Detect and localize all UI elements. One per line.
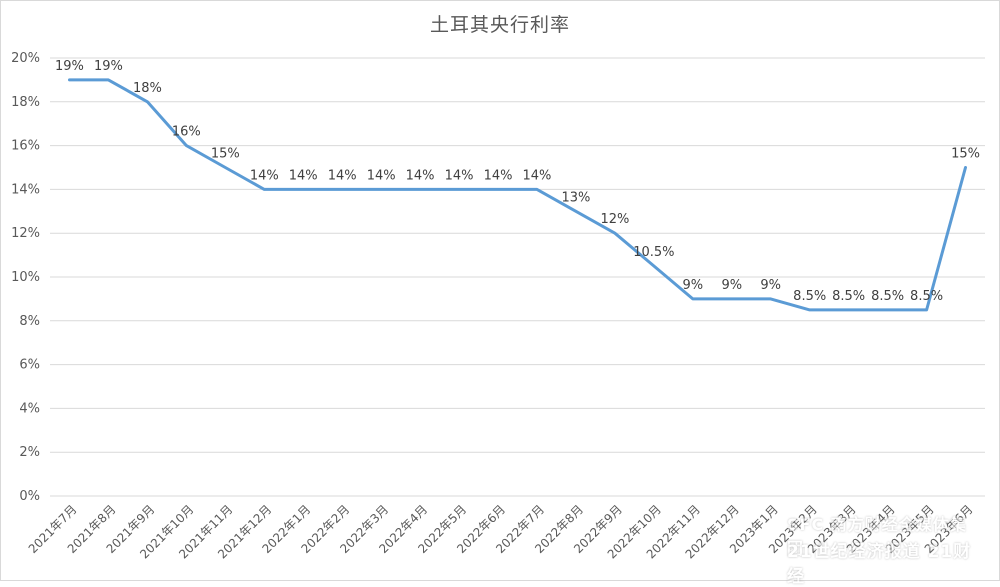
y-tick-label: 6% [19,358,40,373]
y-tick-label: 10% [11,270,40,285]
data-label: 8.5% [910,289,943,304]
y-tick-label: 0% [19,489,40,504]
y-tick-label: 18% [11,95,40,110]
data-label: 14% [250,168,279,183]
chart-title: 土耳其央行利率 [429,14,570,36]
data-label: 14% [484,168,513,183]
y-tick-label: 8% [19,314,40,329]
data-label: 14% [328,168,357,183]
watermark-line2: 21世纪经济报道 21财经 [787,542,972,587]
y-tick-label: 14% [11,182,40,197]
data-label: 19% [55,59,84,74]
y-tick-label: 4% [19,401,40,416]
watermark-line1: SFC 南方财经全媒体集团 [787,515,967,558]
data-label: 8.5% [871,289,904,304]
data-label: 14% [406,168,435,183]
data-label: 8.5% [832,289,865,304]
data-label: 9% [760,278,781,293]
y-tick-label: 12% [11,226,40,241]
data-label: 9% [683,278,704,293]
data-label: 10.5% [633,245,674,260]
y-tick-label: 20% [11,51,40,66]
data-label: 14% [289,168,318,183]
data-label: 13% [561,190,590,205]
data-label: 19% [94,59,123,74]
watermark-logo: SFC 南方财经全媒体集团 21世纪经济报道 21财经 [787,511,972,587]
data-label: 14% [445,168,474,183]
series-line [68,78,967,312]
y-tick-label: 2% [19,445,40,460]
data-label: 15% [951,147,980,162]
y-tick-label: 16% [11,139,40,154]
data-labels: 19% 19% 18% 16% 15% 14% 14% 14% 14% 14% 14% 14% 14% 1… [55,59,980,304]
data-label: 14% [523,168,552,183]
data-label: 14% [367,168,396,183]
gridlines [50,57,985,497]
data-label: 8.5% [793,289,826,304]
y-axis-ticks: 0% 2% 4% 6% 8% 10% 12% 14% 16% 18% 20% [11,51,40,504]
data-label: 18% [133,81,162,96]
data-label: 16% [172,125,201,140]
data-label: 9% [721,278,742,293]
data-label: 15% [211,147,240,162]
data-label: 12% [600,212,629,227]
